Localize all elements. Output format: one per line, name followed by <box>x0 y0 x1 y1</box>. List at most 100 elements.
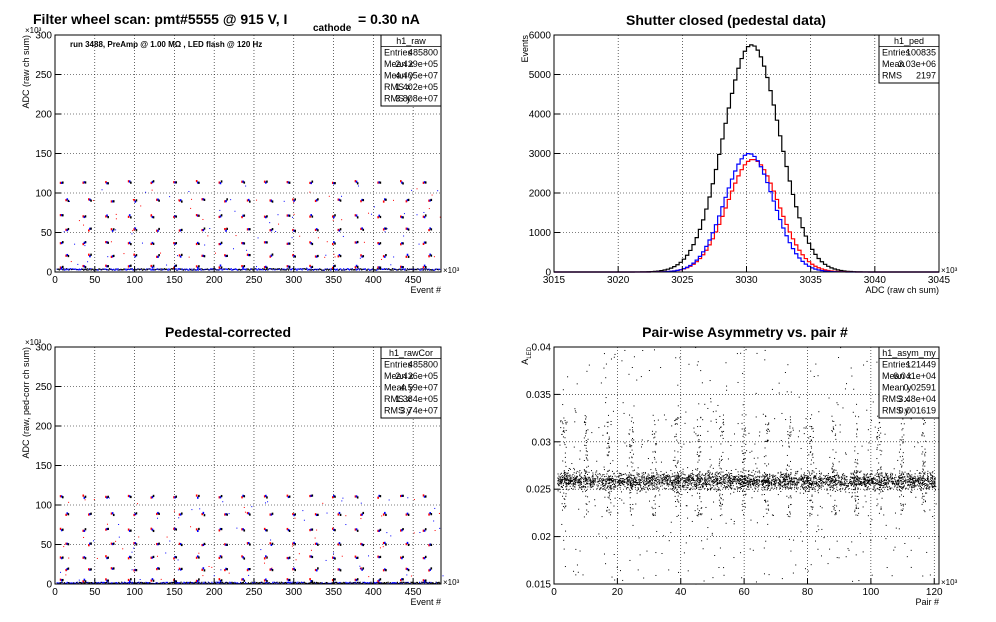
data-point <box>877 474 879 476</box>
data-point <box>901 483 903 485</box>
data-point <box>83 241 86 245</box>
data-point <box>343 269 346 271</box>
data-point <box>686 484 688 486</box>
data-point <box>84 582 86 584</box>
data-point <box>183 581 185 583</box>
data-point <box>642 480 644 482</box>
data-point <box>212 268 214 270</box>
data-point <box>251 581 253 583</box>
data-point <box>381 258 383 260</box>
data-point <box>56 268 58 270</box>
data-point <box>360 254 362 257</box>
data-point <box>879 485 881 487</box>
data-point <box>311 180 314 183</box>
data-point <box>840 484 842 486</box>
data-point <box>819 477 821 479</box>
data-point <box>330 268 333 270</box>
data-point <box>71 582 73 584</box>
data-point <box>180 200 183 203</box>
data-point <box>226 543 228 546</box>
data-point <box>628 481 630 483</box>
data-point <box>103 581 105 584</box>
data-point <box>301 581 303 584</box>
data-point <box>650 478 652 480</box>
stats-key: Entries <box>384 48 413 58</box>
data-point <box>782 473 784 475</box>
data-point <box>140 581 142 584</box>
data-point <box>667 479 669 481</box>
stats-value: 485800 <box>408 48 438 58</box>
data-point <box>333 241 335 244</box>
data-point <box>757 475 759 477</box>
data-point <box>401 582 404 584</box>
data-point <box>128 214 131 217</box>
data-point <box>676 476 678 478</box>
data-point <box>386 268 389 271</box>
data-point <box>234 582 237 584</box>
data-point <box>748 485 750 487</box>
data-point <box>300 268 303 270</box>
data-point <box>707 483 709 485</box>
data-point <box>360 542 362 546</box>
data-point <box>614 480 616 482</box>
data-point <box>562 475 564 477</box>
data-point <box>740 479 742 481</box>
data-point <box>664 480 666 482</box>
data-point <box>225 227 227 229</box>
data-point <box>788 478 790 480</box>
data-point <box>564 481 566 483</box>
data-point <box>65 568 67 572</box>
data-point <box>305 582 307 584</box>
data-point <box>360 567 362 570</box>
data-point <box>242 266 244 269</box>
data-point <box>122 548 124 550</box>
data-point <box>678 476 680 478</box>
data-point <box>643 483 645 485</box>
data-point <box>690 473 692 475</box>
data-point <box>673 484 675 486</box>
data-point <box>263 557 266 560</box>
data-point <box>758 480 760 482</box>
data-point <box>899 481 901 483</box>
data-point <box>923 483 925 485</box>
data-point <box>737 479 739 481</box>
data-point <box>630 475 632 477</box>
data-point <box>727 480 729 482</box>
data-point <box>779 484 781 486</box>
data-point <box>290 269 292 271</box>
data-point <box>129 268 131 270</box>
data-point <box>601 481 603 483</box>
data-point <box>202 575 204 577</box>
data-point <box>897 486 899 488</box>
data-point <box>746 480 748 482</box>
data-point <box>636 480 638 482</box>
data-point <box>837 476 839 478</box>
data-point <box>90 227 92 230</box>
data-point <box>56 582 58 584</box>
data-point <box>893 468 895 470</box>
data-point <box>67 513 70 516</box>
data-point <box>569 480 571 482</box>
data-point <box>132 582 134 584</box>
data-point <box>744 480 746 482</box>
data-point <box>927 478 929 480</box>
data-point <box>873 489 875 491</box>
data-point <box>641 488 643 490</box>
data-point <box>289 582 291 584</box>
data-point <box>245 268 247 270</box>
data-point <box>917 479 919 481</box>
data-point <box>400 215 402 218</box>
data-point <box>907 488 909 490</box>
data-point <box>180 253 183 256</box>
data-point <box>650 469 652 471</box>
data-point <box>424 268 426 270</box>
data-point <box>292 254 294 257</box>
data-point <box>871 480 873 482</box>
data-point <box>337 255 340 258</box>
data-point <box>105 215 107 218</box>
data-point <box>754 482 756 484</box>
data-point <box>195 213 198 217</box>
data-point <box>728 479 730 481</box>
data-point <box>83 536 85 538</box>
data-point <box>430 228 433 231</box>
